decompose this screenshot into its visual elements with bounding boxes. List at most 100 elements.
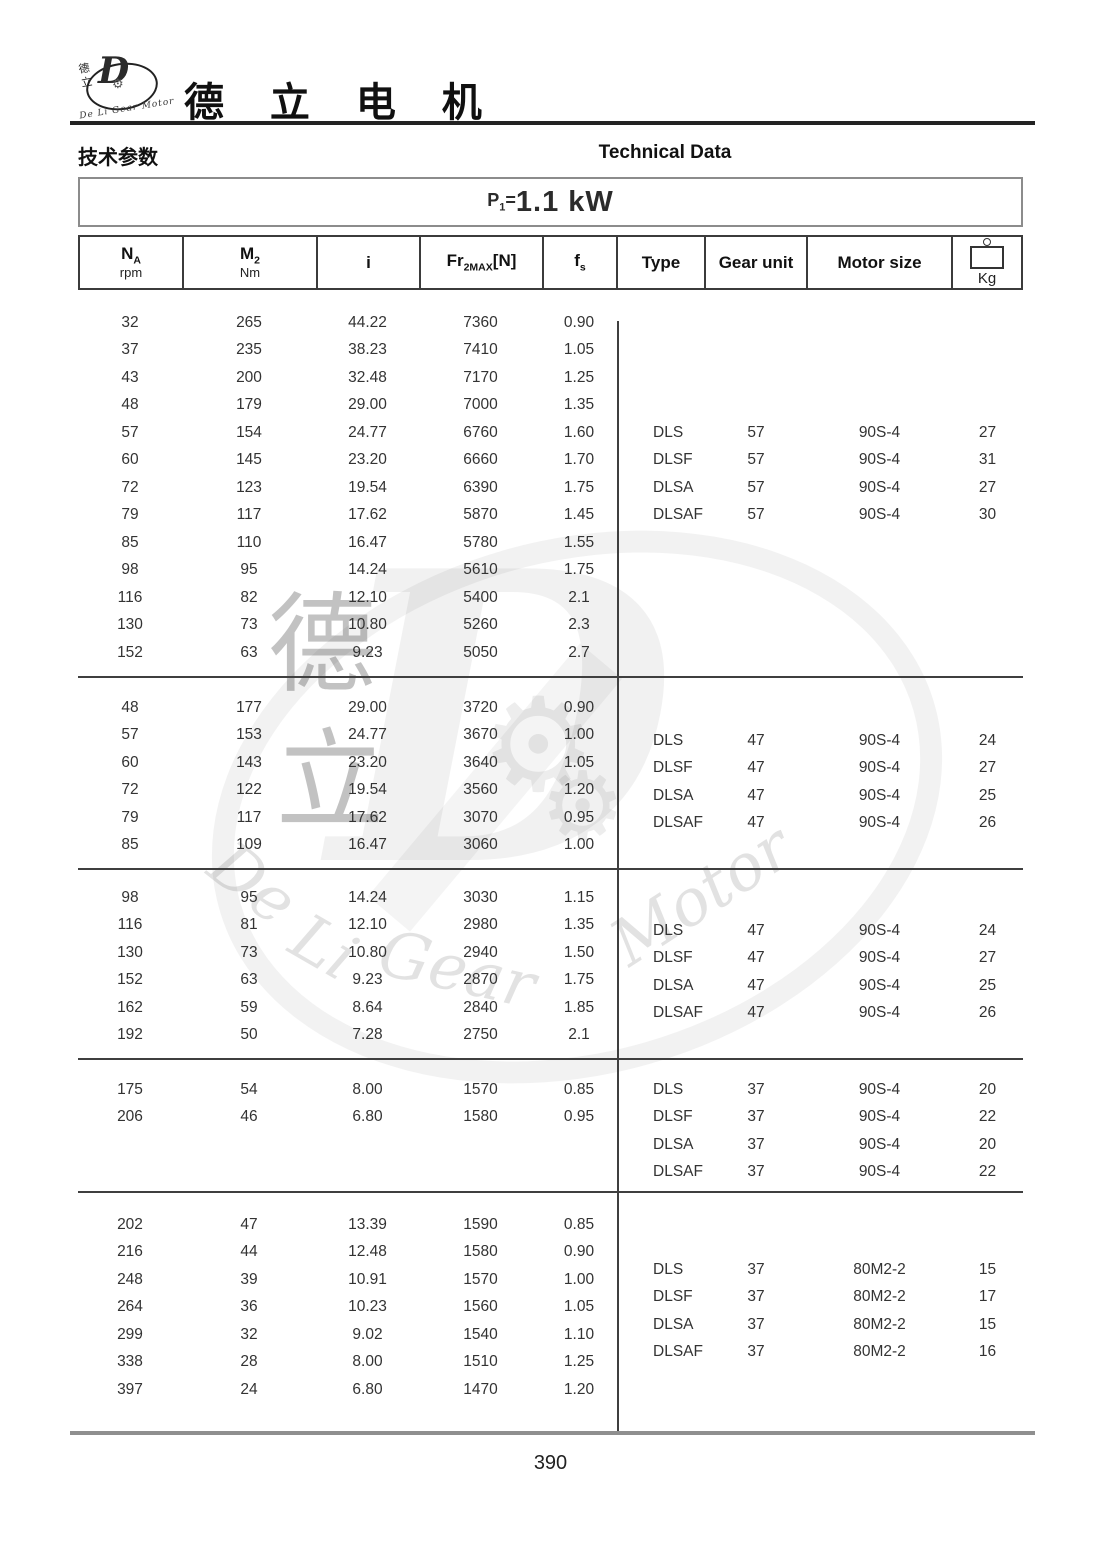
spec-row: 72 122 19.54 3560 1.20 [78, 777, 616, 805]
cell-fr2max: 5870 [463, 506, 498, 524]
type-row: DLSAF 57 90S-4 30 [617, 502, 1023, 530]
cell-fs: 1.50 [563, 943, 595, 961]
cell-na: 60 [121, 451, 139, 469]
cell-fs: 1.85 [563, 998, 595, 1016]
cell-fs: 1.55 [563, 533, 595, 551]
cell-type: DLS [653, 1260, 684, 1278]
cell-fr2max: 3030 [463, 888, 498, 906]
cell-fs: 1.00 [563, 1270, 595, 1288]
cell-fr2max: 5400 [463, 588, 498, 606]
cell-fs: 1.75 [563, 478, 595, 496]
cell-i: 10.91 [348, 1270, 387, 1288]
cell-m2: 24 [240, 1380, 258, 1398]
cell-motor-size: 90S-4 [858, 1080, 901, 1098]
cell-i: 14.24 [348, 561, 387, 579]
cell-na: 43 [121, 368, 139, 386]
cell-type: DLSA [653, 786, 694, 804]
spec-row: 116 81 12.10 2980 1.35 [78, 912, 616, 940]
col-header-na: NA rpm [80, 237, 184, 288]
cell-m2: 63 [240, 971, 258, 989]
cell-type: DLSAF [653, 506, 703, 524]
cell-na: 216 [117, 1243, 143, 1261]
type-rows: DLS 57 90S-4 27 DLSF 57 90S-4 31 DLSA 57 90S-4 27 DL… [617, 419, 1023, 529]
cell-kg: 25 [978, 976, 997, 994]
cell-motor-size: 90S-4 [858, 976, 901, 994]
cell-type: DLSF [653, 1288, 693, 1306]
cell-fr2max: 2750 [463, 1026, 498, 1044]
cell-fs: 2.3 [568, 616, 590, 634]
cell-motor-size: 90S-4 [858, 814, 901, 832]
cell-na: 32 [121, 313, 139, 331]
bottom-rule [70, 1431, 1035, 1435]
cell-i: 6.80 [352, 1380, 383, 1398]
cell-kg: 25 [978, 786, 997, 804]
cell-na: 37 [121, 341, 139, 359]
cell-m2: 44 [240, 1243, 258, 1261]
cell-i: 24.77 [348, 423, 387, 441]
cell-i: 13.39 [348, 1215, 387, 1233]
cell-fr2max: 3070 [463, 808, 498, 826]
cell-m2: 46 [240, 1108, 258, 1126]
power-title-box: P1= 1.1 kW [78, 177, 1023, 227]
cell-fs: 1.05 [563, 1298, 595, 1316]
cell-fr2max: 1470 [463, 1380, 498, 1398]
type-row: DLSF 47 90S-4 27 [617, 945, 1023, 973]
cell-gear-unit: 47 [747, 976, 765, 994]
cell-fs: 1.35 [563, 916, 595, 934]
cell-kg: 24 [978, 731, 997, 749]
cell-i: 24.77 [348, 726, 387, 744]
cell-kg: 22 [978, 1163, 997, 1181]
cell-fr2max: 1590 [463, 1215, 498, 1233]
cell-type: DLSF [653, 451, 693, 469]
spec-row: 248 39 10.91 1570 1.00 [78, 1266, 616, 1294]
cell-gear-unit: 47 [747, 921, 765, 939]
cell-fs: 1.00 [563, 726, 595, 744]
cell-fs: 0.85 [563, 1080, 595, 1098]
spec-row: 79 117 17.62 3070 0.95 [78, 804, 616, 832]
cell-motor-size: 90S-4 [858, 759, 901, 777]
spec-row: 130 73 10.80 5260 2.3 [78, 612, 616, 640]
cell-i: 17.62 [348, 808, 387, 826]
cell-kg: 30 [978, 506, 997, 524]
cell-fs: 2.7 [568, 643, 590, 661]
cell-na: 57 [121, 726, 139, 744]
cell-i: 16.47 [348, 836, 387, 854]
spec-row: 152 63 9.23 2870 1.75 [78, 967, 616, 995]
cell-i: 16.47 [348, 533, 387, 551]
cell-na: 60 [121, 753, 139, 771]
gear-icon: ⚙ [112, 76, 124, 91]
cell-gear-unit: 47 [747, 949, 765, 967]
cell-na: 72 [121, 478, 139, 496]
logo-cjk-bottom: 立 [80, 74, 94, 90]
spec-rows: 32 265 44.22 7360 0.90 37 235 38.23 7410 1.05 43 20… [78, 309, 616, 667]
cell-i: 17.62 [348, 506, 387, 524]
cell-m2: 95 [240, 888, 258, 906]
cell-i: 10.80 [348, 943, 387, 961]
cell-na: 48 [121, 396, 139, 414]
cell-i: 23.20 [348, 451, 387, 469]
cell-na: 116 [117, 916, 143, 934]
cell-fs: 2.1 [568, 588, 590, 606]
cell-m2: 32 [240, 1325, 258, 1343]
cell-type: DLS [653, 423, 684, 441]
type-row: DLSAF 37 90S-4 22 [617, 1159, 1023, 1187]
cell-kg: 26 [978, 814, 997, 832]
cell-type: DLSAF [653, 1343, 703, 1361]
cell-i: 12.48 [348, 1243, 387, 1261]
cell-na: 192 [117, 1026, 143, 1044]
cell-fs: 1.75 [563, 971, 595, 989]
cell-motor-size: 90S-4 [858, 949, 901, 967]
cell-fr2max: 1580 [463, 1243, 498, 1261]
spec-row: 57 154 24.77 6760 1.60 [78, 419, 616, 447]
cell-fs: 0.85 [563, 1215, 595, 1233]
cell-i: 44.22 [348, 313, 387, 331]
cell-kg: 22 [978, 1108, 997, 1126]
cell-kg: 16 [978, 1343, 997, 1361]
cell-gear-unit: 37 [747, 1315, 765, 1333]
data-block: 32 265 44.22 7360 0.90 37 235 38.23 7410 1.05 43 20… [78, 290, 1023, 678]
cell-m2: 95 [240, 561, 258, 579]
cell-gear-unit: 47 [747, 814, 765, 832]
top-rule [70, 121, 1035, 125]
cell-type: DLS [653, 1080, 684, 1098]
